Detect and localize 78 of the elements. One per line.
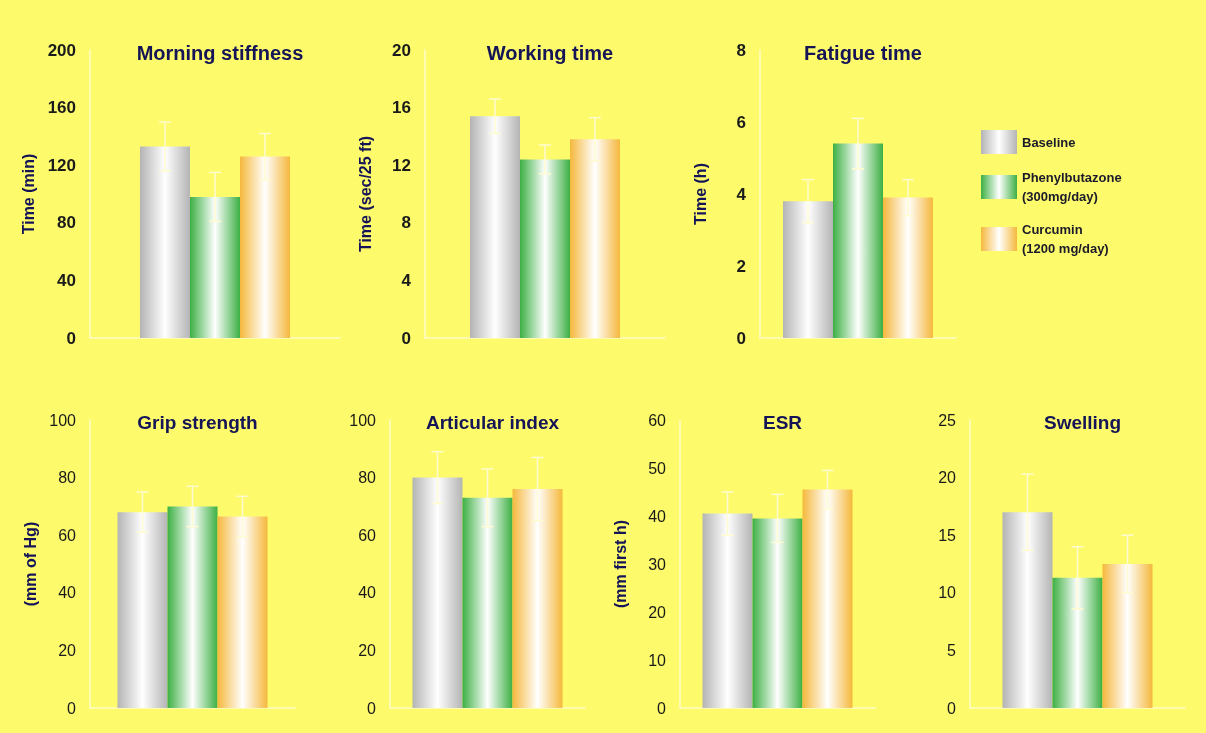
y-tick-label: 25 [938, 411, 957, 429]
bar [1102, 564, 1153, 708]
y-tick-label: 160 [47, 98, 76, 118]
y-tick-label: 0 [657, 699, 667, 717]
bar [140, 146, 190, 338]
y-tick-label: 40 [358, 584, 377, 602]
legend-label: Curcumin (1200 mg/day) [1022, 222, 1109, 256]
bar [520, 159, 570, 338]
bar [883, 197, 933, 338]
y-tick-label: 20 [392, 40, 411, 60]
y-tick-label: 0 [67, 699, 77, 717]
y-tick-label: 40 [57, 270, 76, 290]
bar [833, 143, 883, 338]
bar [1052, 577, 1103, 708]
y-tick-label: 4 [401, 270, 412, 290]
bar [217, 516, 268, 708]
y-tick-label: 120 [47, 155, 76, 175]
y-tick-label: 60 [58, 526, 77, 544]
bar [117, 512, 168, 708]
y-tick-label: 40 [58, 584, 77, 602]
y-tick-label: 60 [648, 411, 667, 429]
bar [470, 116, 520, 338]
bar [240, 156, 290, 338]
chart-title: Fatigue time [804, 42, 922, 64]
y-tick-label: 0 [736, 328, 746, 348]
y-tick-label: 20 [58, 641, 77, 659]
chart-title: Swelling [1043, 412, 1122, 433]
bar [512, 489, 563, 708]
chart-title: Articular index [425, 412, 560, 433]
legend-label: Baseline [1022, 134, 1076, 150]
y-axis-title: (mm of Hg) [21, 521, 39, 607]
y-tick-label: 4 [736, 184, 747, 204]
y-tick-label: 200 [47, 40, 76, 60]
y-tick-label: 0 [401, 328, 411, 348]
y-tick-label: 80 [58, 469, 77, 487]
bar [783, 201, 833, 338]
y-tick-label: 20 [358, 641, 377, 659]
bar [462, 497, 513, 708]
y-tick-label: 40 [648, 507, 667, 525]
y-tick-label: 12 [392, 155, 411, 175]
y-tick-label: 60 [358, 526, 377, 544]
y-tick-label: 15 [938, 526, 957, 544]
legend-label: Phenylbutazone (300mg/day) [1022, 170, 1122, 204]
y-tick-label: 0 [367, 699, 377, 717]
chart-title: Grip strength [137, 412, 258, 433]
chart-title: Morning stiffness [136, 42, 304, 64]
y-axis-title: Time (sec/25 ft) [356, 135, 374, 253]
y-axis-title: Time (min) [20, 153, 38, 235]
bar [802, 489, 853, 708]
bar [702, 513, 753, 708]
y-tick-label: 30 [648, 555, 667, 573]
chart-title: ESR [762, 412, 803, 433]
y-tick-label: 2 [736, 256, 746, 276]
y-tick-label: 20 [938, 469, 957, 487]
y-tick-label: 10 [938, 584, 957, 602]
y-tick-label: 80 [57, 213, 76, 233]
y-axis-title: (mm first h) [611, 520, 629, 608]
y-tick-label: 0 [947, 699, 957, 717]
bar [1002, 512, 1053, 708]
chart-title: Working time [486, 42, 614, 64]
bar [570, 139, 620, 338]
bar [412, 477, 463, 708]
bar [167, 506, 218, 708]
y-tick-label: 16 [392, 98, 411, 118]
y-tick-label: 0 [66, 328, 76, 348]
y-tick-label: 50 [648, 459, 667, 477]
y-axis-title: Time (h) [691, 163, 709, 225]
y-tick-label: 5 [947, 641, 957, 659]
y-tick-label: 10 [648, 651, 667, 669]
y-tick-label: 8 [401, 213, 411, 233]
y-tick-label: 6 [736, 112, 746, 132]
y-tick-label: 20 [648, 603, 667, 621]
y-tick-label: 80 [358, 469, 377, 487]
y-tick-label: 100 [349, 411, 377, 429]
y-tick-label: 100 [49, 411, 77, 429]
y-tick-label: 8 [736, 40, 746, 60]
bar [752, 518, 803, 708]
bar [190, 196, 240, 338]
